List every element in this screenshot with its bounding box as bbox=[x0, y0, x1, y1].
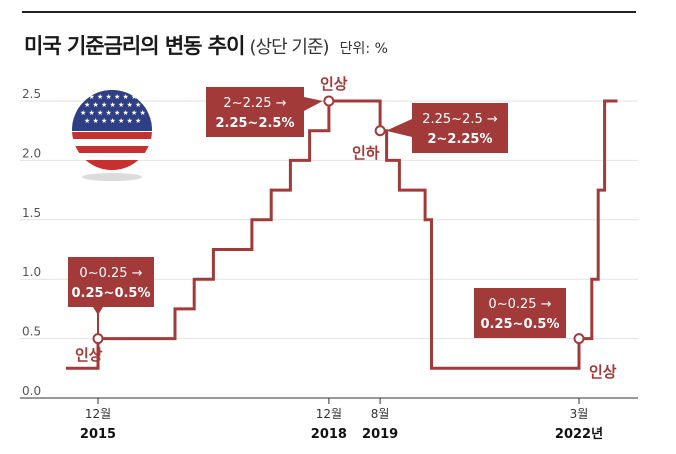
annotation-range-from: 2.25~2.5 → bbox=[422, 112, 498, 127]
annotation-marker bbox=[92, 333, 104, 345]
chart-title: 미국 기준금리의 변동 추이 bbox=[24, 34, 245, 58]
annotation-box bbox=[412, 103, 508, 153]
x-tick-year: 2022년 bbox=[555, 427, 603, 442]
y-tick-label: 0.5 bbox=[22, 325, 41, 339]
y-tick-label: 2.0 bbox=[22, 146, 41, 160]
x-tick-month: 12월 bbox=[316, 407, 342, 421]
svg-text:★ ★ ★ ★ ★ ★ ★: ★ ★ ★ ★ ★ ★ ★ bbox=[84, 101, 141, 109]
rate-series-line bbox=[65, 99, 618, 370]
y-tick-label: 1.0 bbox=[22, 265, 41, 279]
y-tick-label: 0.0 bbox=[22, 384, 41, 398]
y-tick-label: 2.5 bbox=[22, 87, 41, 101]
annotation-pointer bbox=[93, 307, 103, 315]
annotation-range-to: 2.25~2.5% bbox=[215, 116, 294, 131]
unit-label: 단위: % bbox=[339, 41, 388, 57]
y-tick-label: 1.5 bbox=[22, 206, 41, 220]
annotation-marker bbox=[573, 333, 585, 345]
svg-text:★ ★ ★ ★ ★ ★ ★ ★: ★ ★ ★ ★ ★ ★ ★ ★ bbox=[80, 93, 146, 101]
annotation-marker bbox=[323, 95, 335, 107]
annotation-pointer bbox=[304, 97, 323, 111]
annotation-range-to: 2~2.25% bbox=[427, 132, 492, 147]
chart-header: 미국 기준금리의 변동 추이 (상단 기준) 단위: % bbox=[24, 30, 388, 60]
annotation-range-from: 0~0.25 → bbox=[79, 266, 142, 281]
annotation-label: 인하 bbox=[352, 144, 380, 162]
rate-annotation: 2.25~2.5 → 2~2.25% 인하 bbox=[352, 103, 508, 162]
annotation-range-from: 2~2.25 → bbox=[223, 96, 286, 111]
svg-text:★ ★ ★ ★ ★ ★ ★ ★: ★ ★ ★ ★ ★ ★ ★ ★ bbox=[80, 109, 146, 117]
annotation-range-to: 0.25~0.5% bbox=[480, 317, 559, 332]
svg-text:★ ★ ★ ★ ★ ★ ★: ★ ★ ★ ★ ★ ★ ★ bbox=[84, 117, 141, 125]
top-rule bbox=[22, 11, 636, 13]
annotation-marker bbox=[374, 125, 386, 137]
annotation-range-to: 0.25~0.5% bbox=[71, 286, 150, 301]
annotation-box bbox=[68, 257, 154, 307]
chart-subtitle: (상단 기준) bbox=[249, 37, 330, 58]
rate-annotation: 0~0.25 → 0.25~0.5% 인상 bbox=[68, 257, 154, 364]
x-tick-year: 2015 bbox=[80, 427, 116, 442]
rate-annotation: 2~2.25 → 2.25~2.5% 인상 bbox=[206, 75, 348, 137]
us-flag-icon: ★ ★ ★ ★ ★ ★ ★ ★ ★ ★ ★ ★ ★ ★ ★ ★ ★ ★ ★ ★ … bbox=[72, 90, 152, 181]
x-tick-year: 2018 bbox=[311, 427, 347, 442]
x-tick-year: 2019 bbox=[362, 427, 398, 442]
annotation-box bbox=[206, 87, 304, 137]
rate-annotation: 0~0.25 → 0.25~0.5% 인상 bbox=[474, 288, 617, 381]
annotation-label: 인상 bbox=[589, 363, 617, 381]
annotation-label: 인상 bbox=[75, 346, 103, 364]
x-tick-month: 3월 bbox=[570, 407, 589, 421]
annotation-label: 인상 bbox=[320, 75, 348, 93]
x-tick-month: 12월 bbox=[85, 407, 111, 421]
annotation-box bbox=[474, 288, 566, 338]
x-tick-month: 8월 bbox=[371, 407, 390, 421]
annotation-pointer bbox=[386, 119, 412, 137]
annotation-range-from: 0~0.25 → bbox=[488, 297, 551, 312]
